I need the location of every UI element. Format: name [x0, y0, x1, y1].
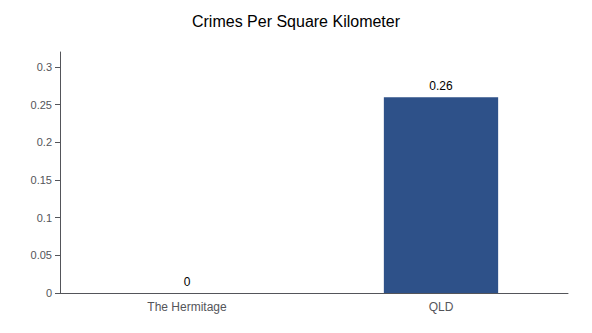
svg-text:0.15: 0.15: [31, 174, 52, 186]
svg-text:0: 0: [46, 287, 52, 299]
svg-text:0.25: 0.25: [31, 99, 52, 111]
svg-text:0.26: 0.26: [429, 79, 453, 93]
svg-text:0.2: 0.2: [37, 136, 52, 148]
svg-text:QLD: QLD: [429, 300, 454, 314]
svg-text:The Hermitage: The Hermitage: [147, 300, 227, 314]
svg-text:0.1: 0.1: [37, 212, 52, 224]
svg-text:0.3: 0.3: [37, 61, 52, 73]
svg-text:0.05: 0.05: [31, 249, 52, 261]
svg-text:0: 0: [184, 275, 191, 289]
svg-text:Crimes Per Square Kilometer: Crimes Per Square Kilometer: [192, 13, 401, 30]
